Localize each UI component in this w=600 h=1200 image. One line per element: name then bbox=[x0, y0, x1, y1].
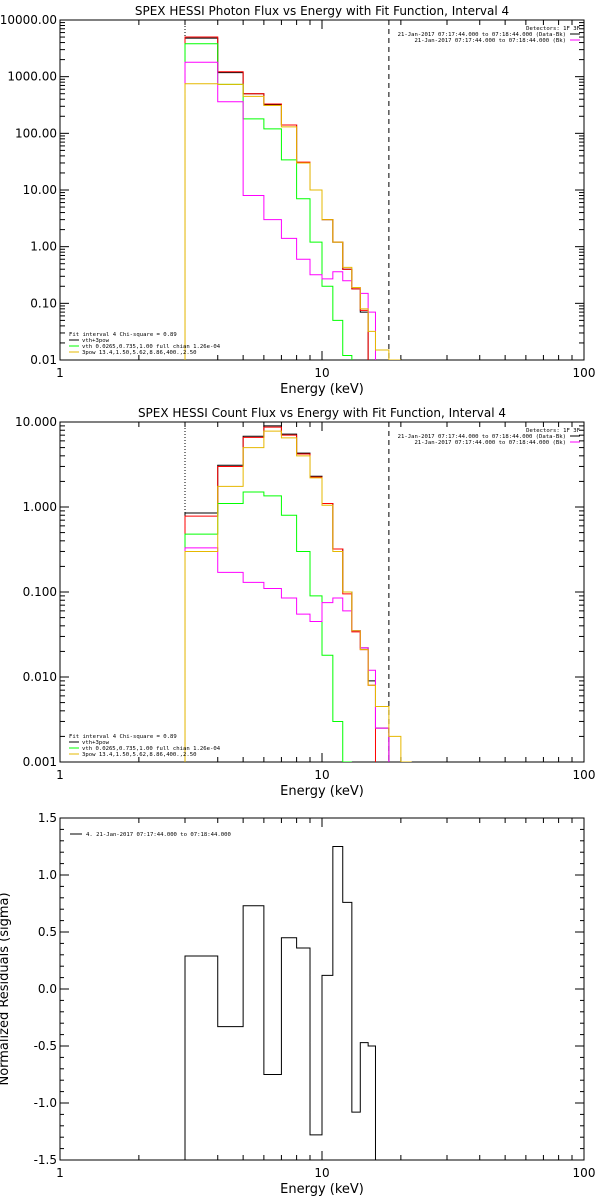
y-tick-label: 0.010 bbox=[23, 670, 57, 684]
series-line-4 bbox=[184, 547, 390, 762]
series-line-3 bbox=[184, 43, 353, 360]
legend-entry: vth 0.0265,0.735,1.00 full chian 1.26e-0… bbox=[82, 746, 221, 752]
legend-entry: 4. 21-Jan-2017 07:17:44.000 to 07:18:44.… bbox=[86, 832, 231, 838]
x-tick-label: 1 bbox=[56, 768, 64, 782]
detectors-label: Detectors: 1F 3F bbox=[526, 428, 581, 434]
series-line-2 bbox=[184, 426, 376, 762]
series-line-5 bbox=[184, 83, 401, 360]
chart-panel-3: 1 10 100 -1.5 -1.0 -0.5 0.0 0.5 1.0 1.5 Energy (ke… bbox=[0, 811, 595, 1197]
series-line-1 bbox=[184, 37, 369, 360]
legend-entry: vth 0.0265,0.735,1.00 full chian 1.26e-0… bbox=[82, 344, 221, 350]
x-tick-label: 100 bbox=[573, 768, 596, 782]
legend-entry: vth+3pow bbox=[82, 338, 110, 344]
x-tick-label: 100 bbox=[573, 366, 596, 380]
y-tick-label: 100.00 bbox=[15, 126, 57, 140]
series-line-5 bbox=[184, 430, 412, 762]
y-tick-label: -0.5 bbox=[34, 1039, 57, 1053]
y-tick-label: 0.01 bbox=[30, 353, 57, 367]
series-group bbox=[184, 36, 401, 360]
legend-header: Fit interval 4 Chi-square = 0.89 bbox=[69, 332, 177, 338]
y-tick-label: 10000.00 bbox=[0, 13, 57, 27]
x-tick-label: 100 bbox=[573, 1166, 596, 1180]
legend-entry: 3pow 13.4,1.50,5.62,8.86,400.,2.50 bbox=[82, 752, 197, 758]
series-group bbox=[184, 425, 412, 762]
y-tick-label: 0.001 bbox=[23, 755, 57, 769]
x-axis-label: Energy (keV) bbox=[280, 784, 364, 799]
detectors-label: Detectors: 1F 3F bbox=[526, 26, 581, 32]
y-tick-label: 1000.00 bbox=[7, 70, 57, 84]
x-tick-label: 1 bbox=[56, 1166, 64, 1180]
y-tick-label: 1.5 bbox=[38, 811, 57, 825]
series-line-3 bbox=[184, 491, 352, 762]
chart-panel-2: 1 10 100 0.001 0.010 0.100 1.000 10.000 SPEX HES… bbox=[15, 406, 595, 799]
x-tick-label: 1 bbox=[56, 366, 64, 380]
y-axis-label: Normalized Residuals (sigma) bbox=[0, 892, 12, 1085]
time-interval-label: 21-Jan-2017 07:17:44.000 to 07:18:44.000… bbox=[414, 38, 566, 44]
chart-title: SPEX HESSI Count Flux vs Energy with Fit… bbox=[138, 406, 506, 420]
series-group bbox=[184, 846, 376, 1160]
y-tick-label: 1.000 bbox=[23, 500, 57, 514]
y-tick-label: -1.5 bbox=[34, 1153, 57, 1167]
y-tick-label: 1.00 bbox=[30, 240, 57, 254]
y-tick-label: 10.00 bbox=[23, 183, 57, 197]
legend-entry: 3pow 13.4,1.50,5.62,8.86,400.,2.50 bbox=[82, 350, 197, 356]
time-interval-label: 21-Jan-2017 07:17:44.000 to 07:18:44.000… bbox=[398, 434, 566, 440]
y-tick-label: 0.100 bbox=[23, 585, 57, 599]
legend-header: Fit interval 4 Chi-square = 0.89 bbox=[69, 734, 177, 740]
time-interval-label: 21-Jan-2017 07:17:44.000 to 07:18:44.000… bbox=[414, 440, 566, 446]
time-interval-label: 21-Jan-2017 07:17:44.000 to 07:18:44.000… bbox=[398, 32, 566, 38]
series-line-1 bbox=[184, 425, 390, 762]
series-line-1 bbox=[184, 846, 376, 1160]
x-axis-label: Energy (keV) bbox=[280, 382, 364, 397]
legend-entry: vth+3pow bbox=[82, 740, 110, 746]
chart-title: SPEX HESSI Photon Flux vs Energy with Fi… bbox=[135, 4, 509, 18]
x-tick-label: 10 bbox=[314, 768, 329, 782]
y-tick-label: -1.0 bbox=[34, 1096, 57, 1110]
y-tick-label: 0.0 bbox=[38, 982, 57, 996]
y-tick-label: 1.0 bbox=[38, 868, 57, 882]
plot-frame bbox=[59, 421, 585, 763]
series-line-4 bbox=[184, 61, 376, 360]
chart-panel-1: 1 10 100 0.01 0.10 1.00 10.00 100.00 1000.00 1000… bbox=[0, 4, 595, 397]
x-axis-label: Energy (keV) bbox=[280, 1182, 364, 1197]
y-tick-label: 10.000 bbox=[15, 415, 57, 429]
y-tick-label: 0.5 bbox=[38, 925, 57, 939]
series-line-2 bbox=[184, 36, 369, 360]
y-tick-label: 0.10 bbox=[30, 296, 57, 310]
x-tick-label: 10 bbox=[314, 366, 329, 380]
x-tick-label: 10 bbox=[314, 1166, 329, 1180]
